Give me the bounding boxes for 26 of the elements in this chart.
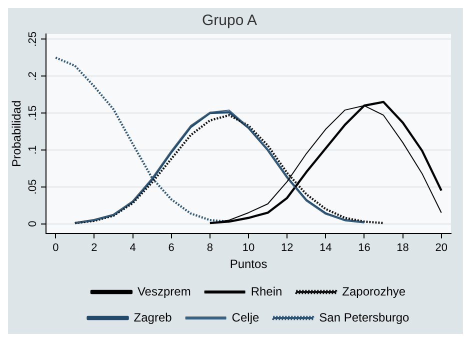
x-axis-title: Puntos [230, 257, 268, 272]
x-tick-label: 0 [52, 242, 59, 254]
legend-label: Celje [232, 310, 260, 324]
y-tick-label: 0 [27, 220, 40, 227]
y-tick-label: .05 [27, 179, 40, 195]
x-tick-label: 8 [206, 242, 213, 254]
x-tick-label: 16 [358, 242, 370, 254]
x-tick-label: 12 [280, 242, 294, 254]
y-tick-label: .2 [27, 72, 40, 81]
y-tick-label: .1 [27, 145, 40, 155]
y-tick-label: .15 [27, 105, 40, 121]
x-tick-label: 20 [435, 242, 448, 254]
legend-label: Rhein [250, 284, 282, 298]
x-tick-label: 18 [396, 242, 409, 254]
legend-label: Zagreb [134, 310, 172, 324]
y-axis-title: Probabilidad [10, 100, 24, 168]
y-tick-label: .25 [27, 32, 40, 47]
legend-label: San Petersburgo [319, 310, 410, 324]
legend-label: Veszprem [137, 284, 191, 298]
x-tick-label: 14 [320, 242, 332, 254]
x-tick-label: 2 [91, 242, 98, 254]
chart-title: Grupo A [202, 12, 258, 30]
x-tick-label: 4 [130, 242, 136, 254]
legend-label: Zaporozhye [342, 284, 406, 298]
x-tick-label: 6 [168, 242, 174, 254]
x-tick-label: 10 [242, 242, 255, 254]
